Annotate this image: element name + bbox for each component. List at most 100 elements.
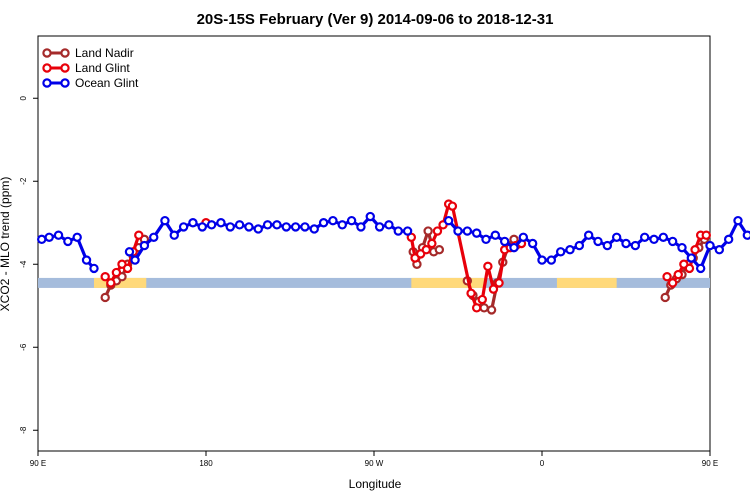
data-point: [234, 220, 245, 230]
data-point: [393, 226, 403, 236]
data-point: [337, 220, 347, 230]
data-point: [686, 253, 697, 263]
data-point: [486, 305, 497, 315]
chart-title: 20S-15S February (Ver 9) 2014-09-06 to 2…: [197, 11, 554, 28]
series-layer: [37, 199, 750, 315]
data-point: [471, 228, 482, 238]
data-point: [300, 222, 310, 232]
data-point: [253, 224, 263, 234]
data-point: [89, 263, 99, 274]
y-axis-label: XCO2 - MLO trend (ppm): [0, 177, 12, 312]
x-tick-label: 90 E: [702, 459, 718, 468]
data-point: [453, 226, 463, 236]
legend-label: Land Glint: [75, 61, 130, 75]
data-point: [518, 232, 529, 242]
x-axis: 90 E 180 90 W 0 90 E: [30, 451, 718, 468]
data-point: [658, 232, 669, 242]
data-point: [537, 255, 547, 265]
data-point: [81, 255, 92, 265]
series-ocean-glint: [37, 211, 750, 274]
data-point: [494, 278, 504, 288]
data-point: [684, 263, 695, 274]
band-land: [411, 277, 486, 288]
data-point: [667, 236, 678, 247]
y-tick-label: -4: [19, 260, 28, 268]
data-point: [216, 218, 226, 228]
data-point: [466, 288, 476, 298]
x-axis-label: Longitude: [349, 477, 402, 491]
data-point: [432, 226, 443, 236]
data-point: [421, 245, 431, 255]
data-point: [225, 222, 235, 232]
data-point: [701, 230, 711, 240]
data-point: [178, 222, 189, 232]
data-point: [434, 245, 445, 255]
data-point: [574, 240, 585, 251]
legend-marker: [60, 63, 70, 73]
legend-marker: [60, 78, 70, 88]
data-point: [423, 226, 433, 236]
data-point: [705, 240, 715, 251]
data-point: [714, 245, 725, 255]
data-point: [384, 220, 394, 230]
data-point: [346, 215, 357, 226]
data-point: [443, 215, 454, 226]
data-point: [499, 236, 510, 247]
y-tick-label: -2: [19, 177, 28, 185]
data-point: [244, 222, 254, 232]
data-point: [611, 232, 622, 242]
x-tick-label: 180: [199, 459, 213, 468]
data-point: [149, 232, 159, 242]
data-point: [479, 303, 489, 313]
data-point: [262, 220, 273, 230]
data-point: [593, 236, 603, 247]
y-tick-label: 0: [19, 95, 28, 100]
data-point: [290, 222, 301, 232]
data-point: [169, 230, 179, 240]
data-point: [447, 201, 458, 211]
data-point: [111, 267, 122, 278]
data-point: [160, 215, 170, 226]
data-point: [63, 236, 73, 247]
data-point: [37, 234, 47, 245]
data-point: [667, 278, 678, 288]
data-point: [483, 261, 493, 272]
data-point: [53, 230, 64, 240]
data-point: [427, 238, 437, 249]
data-point: [490, 230, 501, 240]
data-point: [649, 234, 659, 245]
data-point: [723, 234, 734, 245]
data-point: [690, 245, 700, 255]
data-point: [471, 303, 482, 313]
data-point: [72, 232, 82, 242]
data-point: [122, 263, 133, 274]
data-point: [106, 278, 116, 288]
data-point: [481, 234, 491, 245]
x-tick-label: 90 E: [30, 459, 46, 468]
y-tick-label: -6: [19, 343, 28, 351]
data-point: [188, 218, 198, 228]
data-point: [621, 238, 631, 249]
data-point: [100, 292, 110, 303]
legend-marker: [42, 48, 52, 58]
data-point: [733, 215, 743, 226]
data-point: [328, 215, 338, 226]
legend-item: Ocean Glint: [42, 76, 139, 90]
data-point: [130, 255, 140, 265]
data-point: [477, 294, 487, 305]
data-point: [374, 222, 385, 232]
data-point: [309, 224, 319, 234]
data-point: [583, 230, 594, 240]
legend-marker: [60, 48, 70, 58]
data-point: [272, 220, 282, 230]
x-tick-label: 0: [540, 459, 545, 468]
data-point: [695, 263, 706, 274]
data-point: [402, 226, 413, 236]
data-point: [44, 232, 54, 242]
data-point: [356, 222, 366, 232]
surface-band: [38, 277, 710, 288]
x-tick-label: 90 W: [365, 459, 384, 468]
data-point: [673, 269, 683, 280]
